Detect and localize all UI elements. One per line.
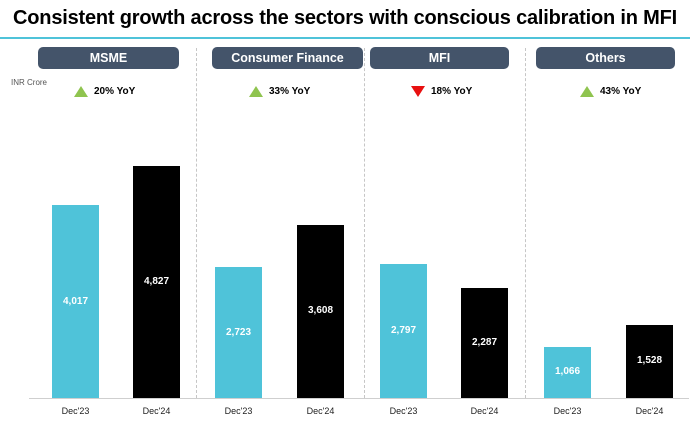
x-tick-label: Dec'23: [61, 406, 90, 416]
bar-value-label: 4,827: [143, 276, 170, 288]
bar-consumer-finance-dec24: 3,608: [297, 224, 344, 398]
bar-value-label: 1,066: [554, 366, 581, 378]
trend-up-icon: [74, 85, 88, 97]
bar-value-label: 2,723: [225, 326, 252, 338]
group-pill-consumer-finance: Consumer Finance: [212, 47, 363, 69]
trend-down-icon: [411, 85, 425, 97]
yoy-msme: 20% YoY: [74, 84, 135, 98]
bar-msme-dec23: 4,017: [52, 205, 99, 398]
yoy-others: 43% YoY: [580, 84, 641, 98]
title-underline: [0, 37, 690, 39]
bar-others-dec23: 1,066: [544, 346, 591, 398]
x-tick-label: Dec'23: [553, 406, 582, 416]
group-pill-mfi: MFI: [370, 47, 509, 69]
bar-msme-dec24: 4,827: [133, 166, 180, 398]
bar-value-label: 3,608: [307, 305, 334, 317]
page-title: Consistent growth across the sectors wit…: [13, 7, 677, 29]
group-divider: [525, 48, 526, 398]
group-pill-label: Consumer Finance: [231, 51, 344, 65]
bar-value-label: 2,797: [390, 324, 417, 336]
group-pill-msme: MSME: [38, 47, 179, 69]
trend-up-icon: [249, 85, 263, 97]
x-tick-label: Dec'24: [306, 406, 335, 416]
bar-value-label: 2,287: [471, 337, 498, 349]
yoy-label: 43% YoY: [600, 85, 642, 97]
bar-value-label: 1,528: [636, 355, 663, 367]
unit-label: INR Crore: [11, 78, 48, 87]
yoy-label: 33% YoY: [269, 85, 311, 97]
yoy-mfi: 18% YoY: [411, 84, 472, 98]
group-divider: [196, 48, 197, 398]
x-tick-label: Dec'23: [224, 406, 253, 416]
group-pill-others: Others: [536, 47, 675, 69]
x-tick-label: Dec'24: [470, 406, 499, 416]
x-tick-label: Dec'23: [389, 406, 418, 416]
bar-mfi-dec23: 2,797: [380, 263, 427, 398]
group-pill-label: Others: [585, 51, 626, 65]
group-pill-label: MFI: [428, 51, 451, 65]
yoy-label: 20% YoY: [94, 85, 136, 97]
trend-up-icon: [580, 85, 594, 97]
bar-mfi-dec24: 2,287: [461, 288, 508, 398]
x-tick-label: Dec'24: [142, 406, 171, 416]
x-axis-baseline: [29, 398, 689, 399]
bar-others-dec24: 1,528: [626, 324, 673, 398]
yoy-consumer-finance: 33% YoY: [249, 84, 310, 98]
bar-consumer-finance-dec23: 2,723: [215, 267, 262, 398]
group-pill-label: MSME: [89, 51, 128, 65]
yoy-label: 18% YoY: [431, 85, 473, 97]
bar-value-label: 4,017: [62, 295, 89, 307]
group-divider: [364, 48, 365, 398]
x-tick-label: Dec'24: [635, 406, 664, 416]
